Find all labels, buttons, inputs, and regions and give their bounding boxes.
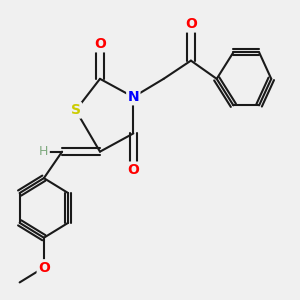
Text: S: S <box>71 103 81 117</box>
Text: O: O <box>94 37 106 51</box>
Text: H: H <box>39 145 49 158</box>
Text: N: N <box>128 90 139 104</box>
Text: O: O <box>185 17 197 31</box>
Text: O: O <box>38 260 50 274</box>
Text: O: O <box>128 163 139 177</box>
